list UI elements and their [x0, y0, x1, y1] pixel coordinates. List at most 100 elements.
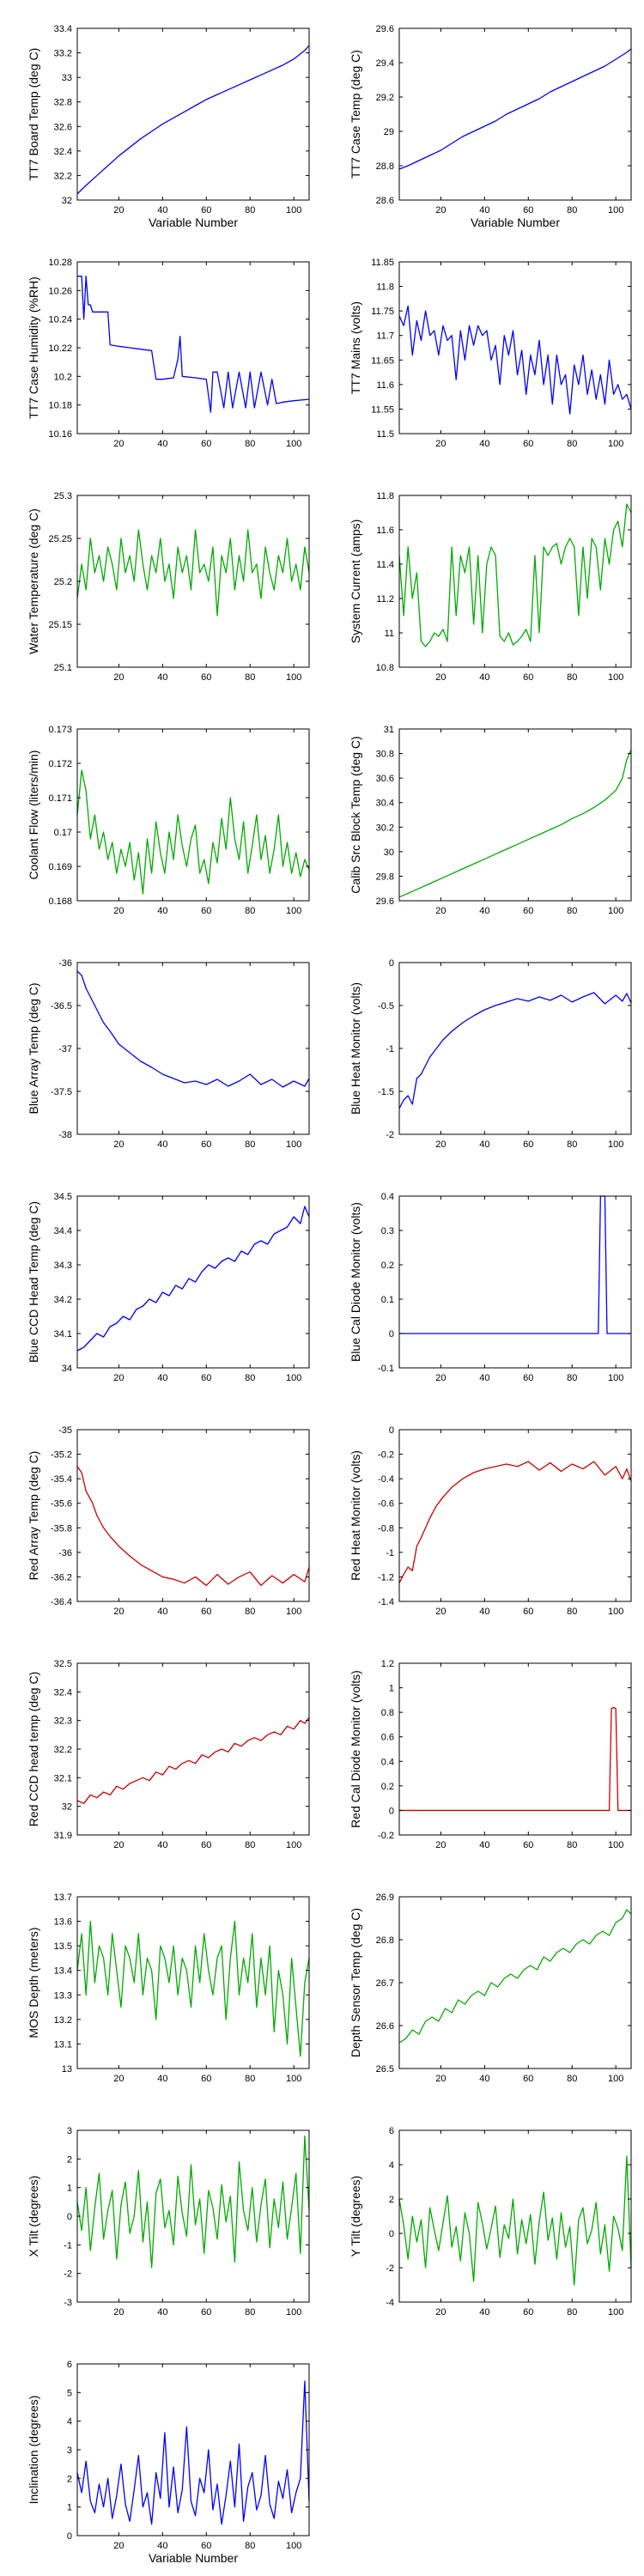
chart-11-y-tick-label: 34.2	[54, 1295, 72, 1305]
chart-4-y-tick-label: 11.6	[376, 380, 394, 391]
chart-20-x-tick-label: 20	[435, 2307, 446, 2318]
chart-3-y-tick-label: 10.22	[48, 343, 72, 354]
chart-2-x-tick-label: 20	[435, 205, 446, 216]
chart-4-y-axis-label: TT7 Mains (volts)	[349, 301, 362, 394]
chart-12-y-tick-label: -0.1	[378, 1364, 394, 1374]
chart-8-y-tick-label: 30.8	[376, 750, 394, 760]
chart-5-y-tick-label: 25.25	[48, 534, 72, 544]
chart-12-y-tick-label: 0	[389, 1329, 394, 1340]
chart-6-y-tick-label: 11.6	[376, 526, 394, 536]
chart-18-y-axis-label: Depth Sensor Temp (deg C)	[349, 1908, 362, 2057]
chart-19-x-tick-label: 60	[201, 2307, 211, 2318]
chart-4-y-tick-label: 11.5	[376, 429, 394, 440]
chart-15-y-tick-label: 32.5	[54, 1659, 72, 1669]
chart-2-y-axis-label: TT7 Case Temp (deg C)	[349, 50, 362, 179]
chart-20-y-tick-label: -2	[386, 2263, 394, 2274]
chart-5-axes-frame	[76, 495, 310, 668]
chart-1-y-tick-label: 33.4	[54, 24, 72, 34]
chart-12-series-line	[399, 1195, 631, 1334]
chart-6-y-axis-label: System Current (amps)	[349, 519, 362, 644]
chart-12-y-tick-label: 0.1	[381, 1295, 394, 1305]
chart-17-y-axis-label: MOS Depth (meters)	[27, 1927, 40, 2038]
chart-13-y-tick-label: -35.8	[51, 1523, 72, 1534]
chart-15-series-line	[76, 1716, 310, 1804]
chart-10: -2 -1.5 -1 -0.5 0 20 40 60 80 100 Blue Heat Monito…	[349, 958, 632, 1150]
chart-15-y-axis-label: Red CCD head temp (deg C)	[27, 1672, 40, 1827]
chart-7: 0.168 0.169 0.17 0.171 0.172 0.173 20 40 60 80 100…	[27, 725, 310, 916]
chart-1-y-tick-label: 32.2	[54, 171, 72, 181]
chart-1-x-axis-label: Variable Number	[149, 216, 238, 229]
chart-6-x-tick-label: 100	[608, 672, 623, 683]
chart-11-y-tick-label: 34.4	[54, 1226, 72, 1236]
chart-19-x-tick-label: 100	[286, 2307, 301, 2318]
chart-7-y-tick-label: 0.173	[48, 725, 72, 735]
chart-8-x-tick-label: 80	[567, 906, 577, 916]
chart-17-x-tick-label: 20	[113, 2074, 124, 2084]
chart-19-y-tick-label: 0	[67, 2212, 72, 2222]
chart-3-x-tick-label: 40	[157, 439, 167, 449]
chart-13-y-axis-label: Red Array Temp (deg C)	[27, 1451, 40, 1581]
chart-14: -1.4 -1.2 -1 -0.8 -0.6 -0.4 -0.2 0 20 40 60 80 100 Re…	[349, 1425, 632, 1617]
chart-15-x-tick-label: 60	[201, 1840, 211, 1850]
chart-18-y-tick-label: 26.6	[376, 2021, 394, 2032]
chart-17-y-tick-label: 13.1	[54, 2039, 72, 2050]
chart-8-axes-frame	[398, 728, 632, 902]
chart-21-x-tick-label: 20	[113, 2541, 124, 2551]
chart-21-y-tick-label: 5	[67, 2388, 72, 2398]
chart-5-x-tick-label: 100	[286, 672, 301, 683]
chart-6: 10.8 11 11.2 11.4 11.6 11.8 20 40 60 80 100 System …	[349, 491, 632, 683]
chart-13-x-tick-label: 40	[157, 1607, 167, 1617]
chart-10-axes-frame	[398, 962, 632, 1135]
chart-6-y-tick-label: 11.2	[376, 594, 394, 605]
chart-13-y-tick-label: -36.4	[51, 1597, 72, 1607]
chart-16-y-axis-label: Red Cal Diode Monitor (volts)	[349, 1670, 362, 1828]
chart-10-y-axis-label: Blue Heat Monitor (volts)	[349, 982, 362, 1115]
chart-16-x-tick-label: 40	[479, 1840, 489, 1850]
chart-21-x-axis-label: Variable Number	[149, 2551, 238, 2565]
chart-3-axes-frame	[76, 261, 310, 434]
chart-19-y-axis-label: X Tilt (degrees)	[27, 2176, 40, 2257]
chart-18-y-tick-label: 26.5	[376, 2064, 394, 2075]
chart-12-y-tick-label: 0.4	[381, 1192, 394, 1202]
chart-6-series-line	[398, 503, 632, 647]
chart-10-y-tick-label: -1	[386, 1044, 394, 1054]
chart-17-series-line	[76, 1920, 310, 2057]
chart-3-x-tick-label: 80	[245, 439, 255, 449]
chart-3-x-tick-label: 20	[113, 439, 124, 449]
chart-20-y-tick-label: 2	[389, 2195, 394, 2205]
chart-16-x-tick-label: 100	[608, 1840, 623, 1850]
chart-15-x-tick-label: 20	[113, 1840, 124, 1850]
chart-4-x-tick-label: 60	[523, 439, 533, 449]
chart-20-axes-frame	[398, 2129, 632, 2303]
chart-3-y-tick-label: 10.28	[48, 258, 72, 268]
chart-8-y-tick-label: 30	[384, 848, 394, 858]
chart-3-y-tick-label: 10.24	[48, 315, 72, 325]
chart-3-x-tick-label: 60	[201, 439, 211, 449]
chart-9-y-tick-label: -37.5	[51, 1087, 72, 1097]
chart-13-x-tick-label: 20	[113, 1607, 124, 1617]
chart-21-y-tick-label: 4	[67, 2417, 72, 2427]
chart-7-x-tick-label: 60	[201, 906, 211, 916]
chart-17-y-tick-label: 13.6	[54, 1917, 72, 1928]
chart-10-y-tick-label: -2	[386, 1130, 394, 1140]
chart-11-y-axis-label: Blue CCD Head Temp (deg C)	[27, 1201, 40, 1363]
chart-17-y-tick-label: 13.2	[54, 2015, 72, 2026]
chart-5-y-tick-label: 25.15	[48, 620, 72, 630]
chart-10-x-tick-label: 100	[608, 1139, 623, 1150]
chart-15-y-tick-label: 32.2	[54, 1745, 72, 1755]
chart-7-y-tick-label: 0.168	[48, 896, 72, 907]
chart-19-y-tick-label: -2	[64, 2269, 72, 2280]
chart-14-y-tick-label: -1.2	[378, 1572, 394, 1583]
chart-1-x-tick-label: 20	[113, 205, 124, 216]
chart-17-x-tick-label: 60	[201, 2074, 211, 2084]
chart-21-x-tick-label: 100	[286, 2541, 301, 2551]
chart-18-axes-frame	[398, 1896, 632, 2069]
chart-13-y-tick-label: -36.2	[51, 1572, 72, 1583]
chart-5-series-line	[76, 529, 310, 617]
chart-15: 31.9 32 32.1 32.2 32.3 32.4 32.5 20 40 60 80 100 Red…	[27, 1659, 310, 1850]
chart-4-axes-frame	[398, 261, 632, 434]
chart-10-series-line	[398, 992, 632, 1109]
chart-13-x-tick-label: 80	[245, 1607, 255, 1617]
chart-2-x-axis-label: Variable Number	[471, 216, 560, 229]
chart-17-y-tick-label: 13.7	[54, 1893, 72, 1903]
